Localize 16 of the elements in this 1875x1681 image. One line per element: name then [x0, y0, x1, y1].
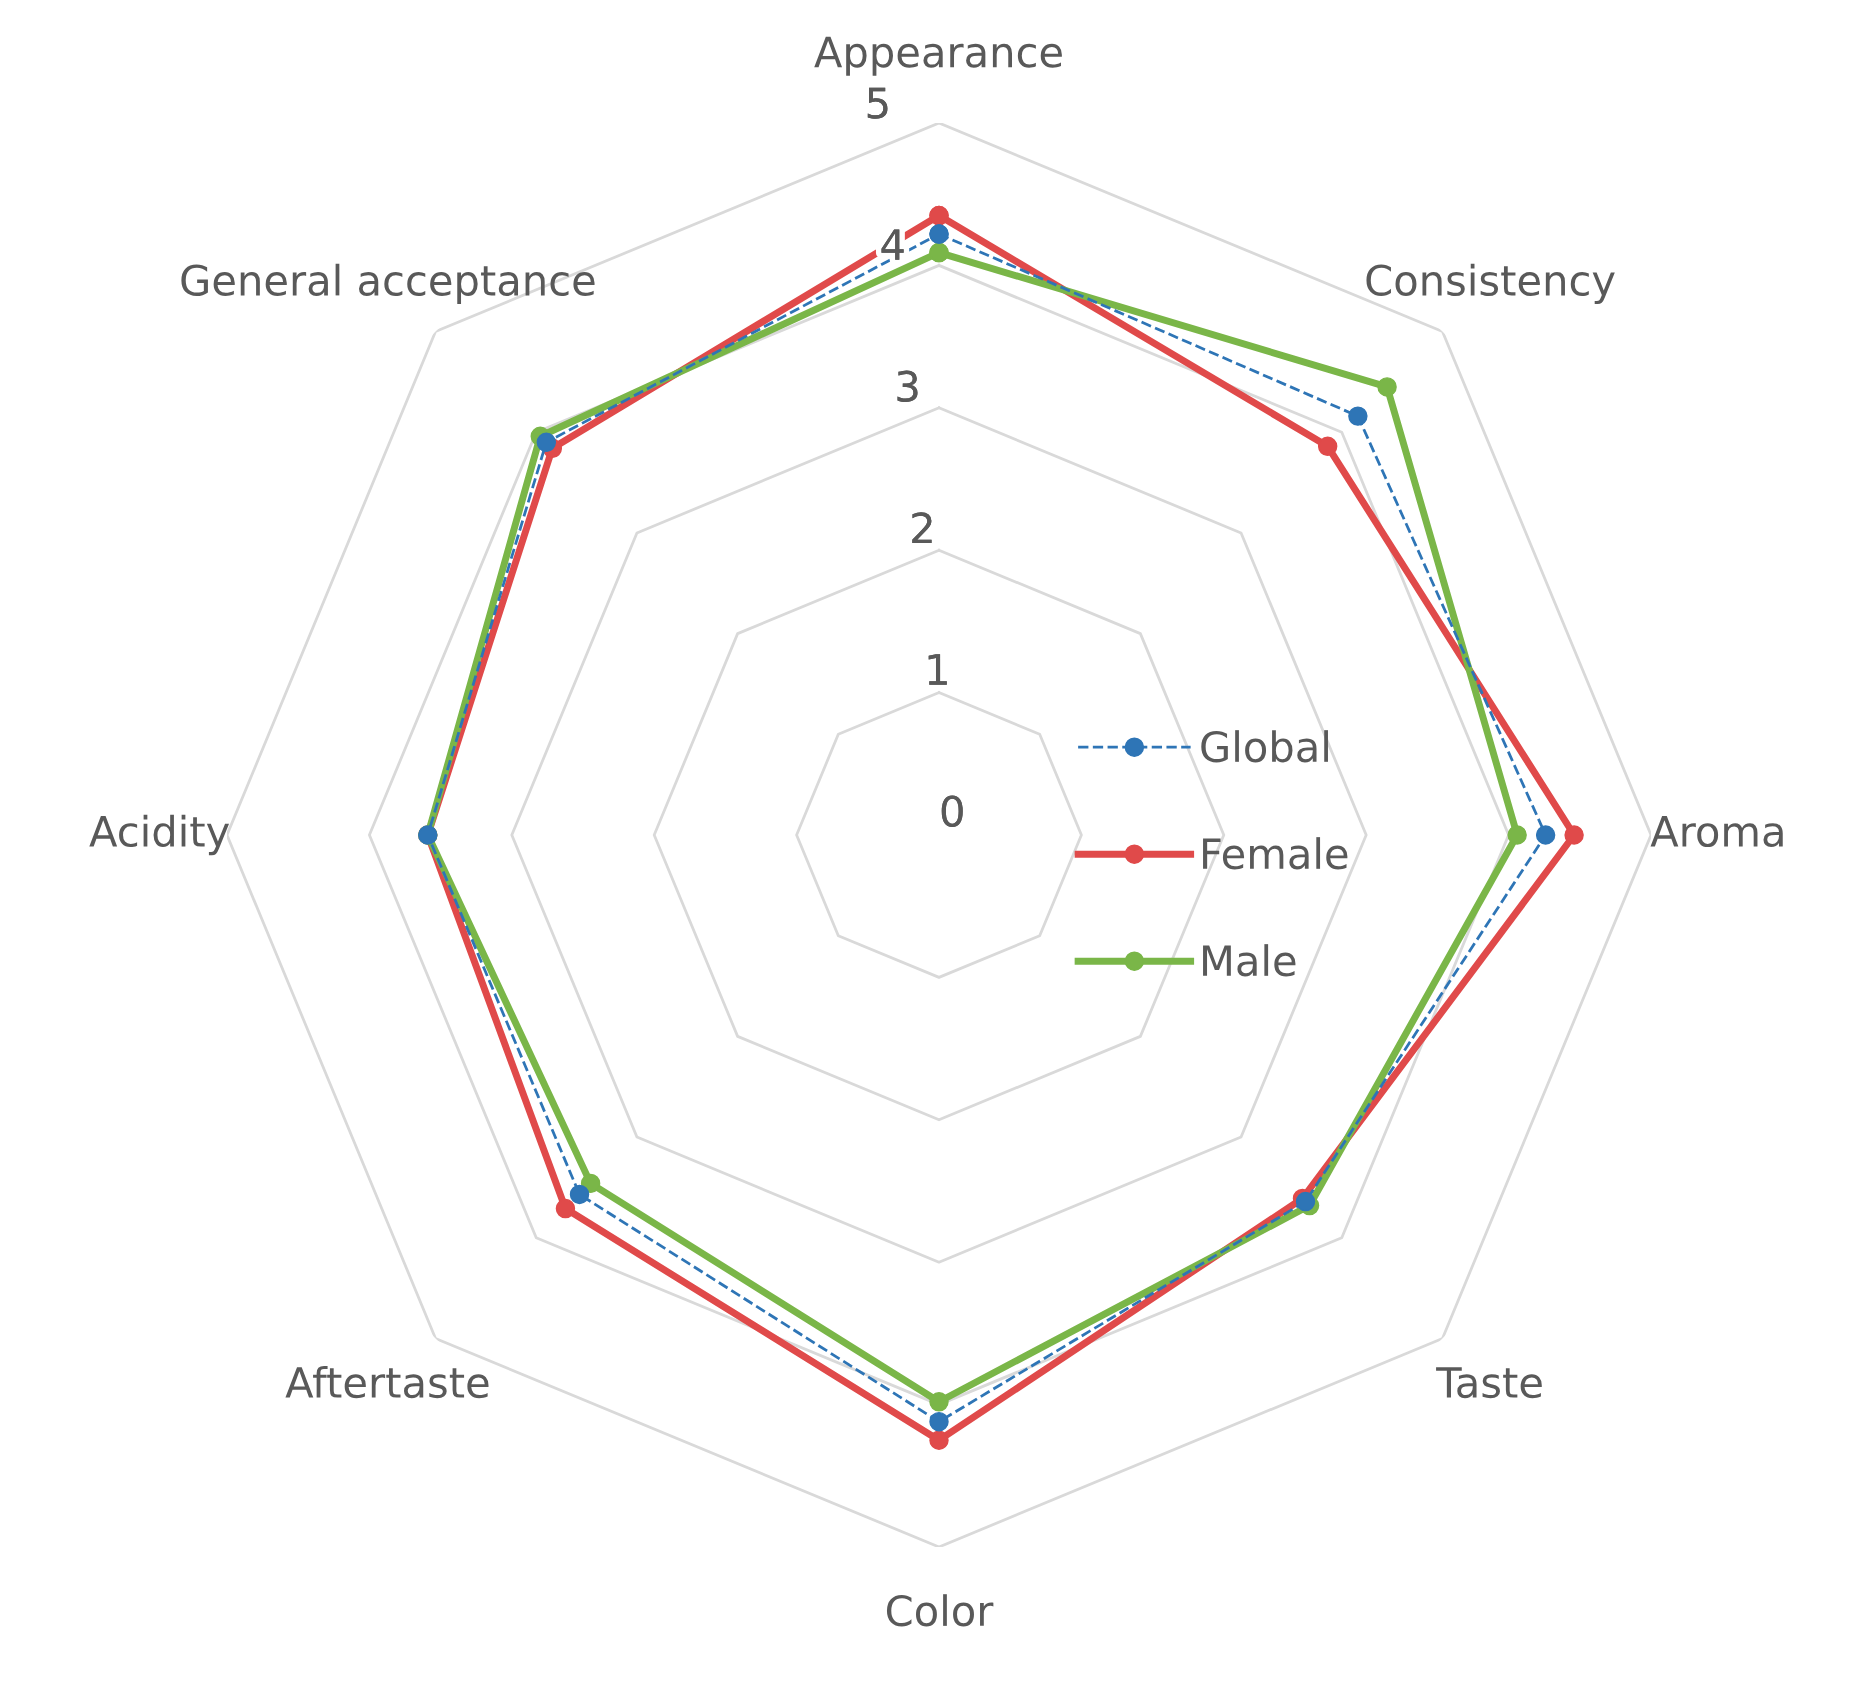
legend-label: Global [1201, 730, 1328, 763]
spoke-label: Aroma [1650, 816, 1783, 848]
y-tick-label: 5 [867, 87, 888, 119]
spoke-label: General acceptance [181, 263, 595, 305]
y-tick-label: 1 [928, 654, 947, 685]
y-tick-label: 3 [897, 370, 918, 403]
spoke-label: Appearance [814, 36, 1062, 76]
legend-label: Female [1203, 837, 1348, 870]
legend-label: Male [1203, 944, 1296, 977]
spoke-label: Color [886, 1594, 994, 1627]
spoke-label: Acidity [89, 814, 230, 856]
spoke-label: Consistency [1366, 263, 1615, 305]
spoke-label: Taste [1436, 1367, 1542, 1399]
spoke-label: Aftertaste [285, 1365, 489, 1399]
y-tick-label: 0 [941, 795, 963, 827]
y-tick-label: 2 [912, 512, 932, 544]
